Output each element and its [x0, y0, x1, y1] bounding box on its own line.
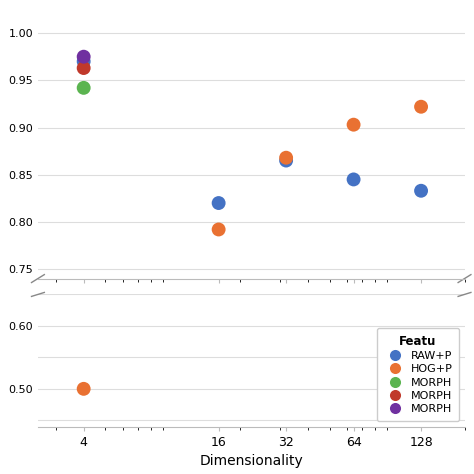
- Point: [283, 154, 290, 162]
- Point: [80, 64, 88, 72]
- Point: [350, 121, 357, 128]
- Legend: RAW+P, HOG+P, MORPH, MORPH, MORPH: RAW+P, HOG+P, MORPH, MORPH, MORPH: [377, 328, 459, 421]
- Point: [80, 84, 88, 91]
- X-axis label: Dimensionality: Dimensionality: [200, 454, 303, 468]
- Point: [417, 103, 425, 110]
- Point: [283, 157, 290, 164]
- Point: [215, 226, 222, 233]
- Point: [350, 176, 357, 183]
- Point: [80, 53, 88, 61]
- Point: [215, 199, 222, 207]
- Point: [80, 58, 88, 65]
- Point: [80, 385, 88, 392]
- Point: [417, 187, 425, 194]
